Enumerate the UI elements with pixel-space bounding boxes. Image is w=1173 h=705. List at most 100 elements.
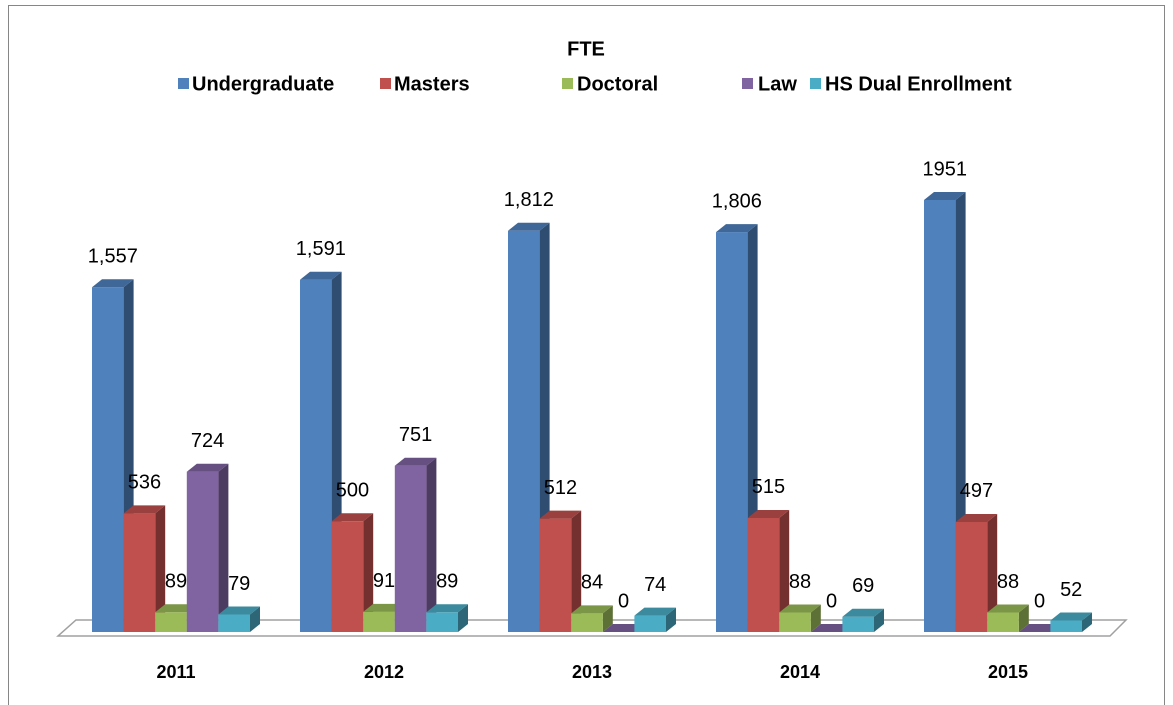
data-label: 0 [1034,590,1045,612]
bar-front [571,613,603,632]
bar-front [363,611,395,632]
bar-side [250,606,260,632]
x-tick-label: 2014 [780,662,820,682]
bar-side [571,510,582,632]
bar-top [924,192,966,200]
bar-top [186,463,229,472]
legend-label: HS Dual Enrollment [825,73,1012,95]
data-label: 0 [826,590,837,612]
data-label: 497 [960,480,993,502]
data-label: 79 [228,573,250,595]
data-label: 536 [128,472,161,494]
bar-front [1050,620,1082,632]
bar-side [779,509,790,632]
bar [810,624,853,632]
bar-front [924,200,956,632]
bar-side [874,608,884,632]
data-label: 69 [852,575,874,597]
legend-swatch [380,78,391,89]
bar-front [186,471,219,632]
bar-front [394,465,427,632]
bar-top [634,607,676,616]
data-label: 1,806 [712,190,762,212]
bar-front [426,612,458,632]
data-label: 724 [191,430,224,452]
bar-front [508,230,540,632]
bar-top [508,222,550,231]
bar-top [602,624,645,632]
bar-top [1018,624,1061,632]
bar-front [747,517,780,632]
bar-front [987,612,1019,632]
bar-front [842,616,874,632]
bar-side [666,607,676,632]
legend-swatch [742,78,753,89]
data-label: 515 [752,476,785,498]
bar-top [300,271,342,280]
bar-side [987,513,998,632]
x-tick-label: 2011 [156,662,195,682]
bar [1050,612,1092,632]
bar [331,513,374,632]
data-label: 751 [399,424,432,446]
bar-top [331,513,374,522]
data-label: 512 [544,477,577,499]
data-label: 84 [581,572,603,594]
bar-front [300,279,332,632]
bar-top [1050,612,1092,621]
bar [987,604,1029,632]
data-label: 88 [997,571,1019,593]
bar-top [92,279,134,288]
data-label: 500 [336,480,369,502]
data-label: 89 [436,571,458,593]
bar-side [810,604,821,632]
bar [634,607,676,632]
bar-front [716,232,748,632]
bar [123,505,166,632]
bar [955,513,998,632]
bar [186,463,229,632]
legend-swatch [810,78,821,89]
bar-side [218,463,229,632]
bar-top [779,604,821,613]
bar-front [779,612,811,632]
x-tick-label: 2012 [364,662,404,682]
bar-front [123,513,156,632]
data-label: 1,812 [504,189,554,211]
bar-front [331,521,364,632]
bar-top [987,604,1029,613]
bar [779,604,821,632]
bar-front [539,518,572,632]
x-tick-label: 2015 [988,662,1028,682]
bar-side [602,605,613,632]
bar-top [155,604,197,613]
bar-side [155,505,166,632]
legend-label: Undergraduate [192,73,334,95]
bar [842,608,884,632]
bar-side [1018,604,1029,632]
data-label: 1951 [923,158,968,180]
bar [218,606,260,632]
bar-front [955,521,988,632]
bar-front [634,615,666,632]
x-tick-label: 2013 [572,662,612,682]
floor [56,619,1128,637]
bar [571,605,613,632]
bar-side [458,604,468,632]
bar-top [218,606,260,615]
bar-side [426,457,437,632]
data-label: 91 [373,570,395,592]
data-label: 0 [618,590,629,612]
bar [1018,624,1061,632]
bar-top [539,510,582,519]
legend-label: Law [758,73,797,95]
bar [394,457,437,632]
bar-top [810,624,853,632]
data-label: 89 [165,571,187,593]
bar-top [394,457,437,466]
bar-front [155,612,187,632]
bar [539,510,582,632]
bar-top [747,509,790,518]
bar [602,624,645,632]
chart-title: FTE [567,38,605,60]
